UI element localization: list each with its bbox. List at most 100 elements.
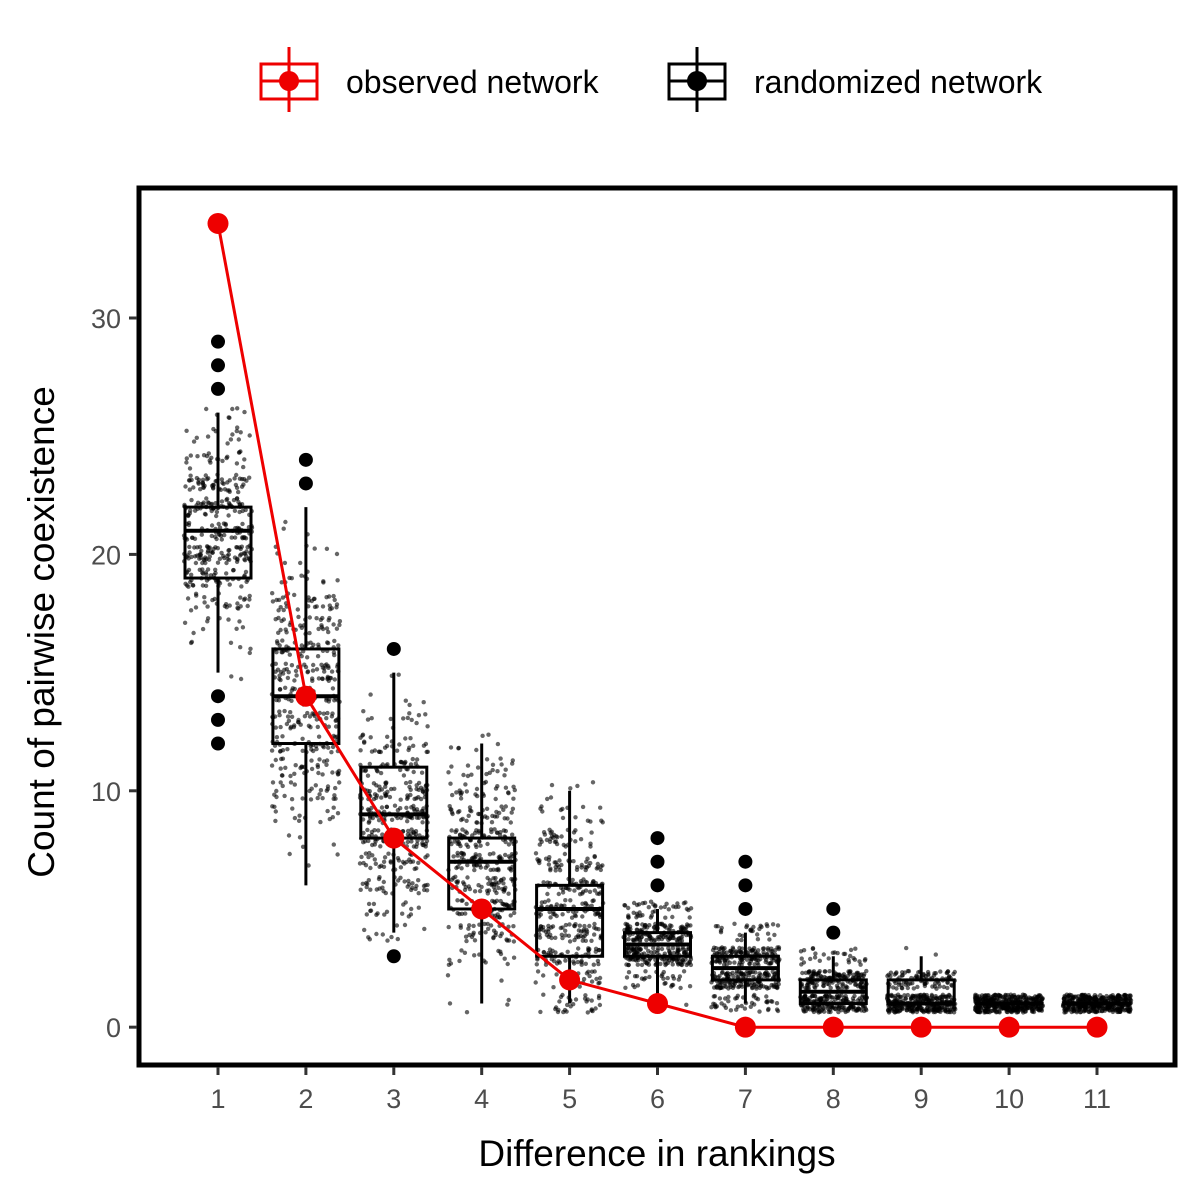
- jitter-point: [398, 797, 403, 802]
- jitter-point: [466, 813, 471, 818]
- jitter-point: [1039, 997, 1045, 1002]
- jitter-point: [502, 956, 507, 961]
- jitter-point: [289, 714, 295, 719]
- x-axis-title: Difference in rankings: [478, 1133, 835, 1174]
- jitter-point: [503, 804, 508, 809]
- jitter-point: [226, 513, 231, 518]
- jitter-point: [247, 597, 252, 602]
- jitter-point: [541, 992, 546, 997]
- jitter-point: [646, 962, 652, 967]
- jitter-point: [670, 914, 675, 920]
- jitter-point: [599, 818, 604, 823]
- jitter-point: [203, 583, 209, 588]
- jitter-point: [590, 780, 596, 785]
- box-outlier: [826, 925, 841, 940]
- jitter-point: [238, 676, 244, 682]
- jitter-point: [368, 908, 374, 913]
- jitter-point: [296, 614, 301, 620]
- jitter-point: [224, 560, 229, 566]
- jitter-point: [388, 860, 394, 865]
- jitter-point: [651, 945, 656, 951]
- jitter-point: [1012, 994, 1017, 1000]
- jitter-point: [214, 513, 219, 519]
- jitter-point: [273, 661, 278, 666]
- jitter-point: [243, 569, 249, 575]
- jitter-point: [454, 790, 459, 795]
- y-tick-label: 30: [91, 304, 121, 334]
- jitter-point: [587, 973, 592, 979]
- jitter-point: [916, 970, 921, 975]
- jitter-point: [227, 603, 232, 608]
- jitter-point: [735, 1004, 740, 1009]
- jitter-point: [626, 970, 632, 975]
- jitter-point: [594, 976, 599, 982]
- jitter-point: [316, 734, 322, 739]
- jitter-point: [204, 406, 209, 412]
- jitter-point: [194, 435, 199, 440]
- jitter-point: [372, 842, 377, 847]
- jitter-point: [567, 922, 572, 927]
- jitter-point: [511, 796, 516, 801]
- jitter-point: [582, 923, 587, 929]
- jitter-point: [280, 756, 286, 761]
- jitter-point: [243, 536, 249, 541]
- jitter-point: [982, 1010, 987, 1015]
- jitter-point: [389, 934, 394, 940]
- jitter-point: [589, 979, 595, 984]
- box-outlier: [650, 878, 665, 893]
- jitter-point: [366, 808, 372, 813]
- jitter-point: [579, 862, 584, 868]
- jitter-point: [219, 499, 225, 504]
- jitter-point: [549, 782, 555, 788]
- jitter-point: [414, 783, 419, 788]
- jitter-point: [559, 932, 564, 937]
- jitter-point: [366, 878, 371, 883]
- jitter-point: [247, 433, 252, 438]
- jitter-point: [748, 1004, 753, 1009]
- jitter-point: [307, 615, 312, 620]
- jitter-point: [388, 716, 393, 722]
- box-outlier: [211, 358, 225, 373]
- jitter-point: [541, 950, 547, 955]
- jitter-point: [502, 902, 507, 908]
- jitter-point: [933, 952, 938, 957]
- jitter-point: [932, 984, 938, 989]
- jitter-point: [544, 932, 550, 938]
- jitter-point: [380, 885, 385, 890]
- jitter-point: [408, 779, 413, 785]
- jitter-point: [213, 534, 218, 539]
- jitter-point: [1066, 1006, 1071, 1012]
- jitter-point: [546, 929, 551, 934]
- jitter-point: [908, 981, 913, 986]
- jitter-point: [915, 1007, 920, 1012]
- jitter-point: [578, 933, 584, 939]
- jitter-point: [592, 921, 597, 927]
- jitter-point: [205, 619, 210, 624]
- jitter-point: [379, 805, 385, 810]
- jitter-point: [904, 1008, 909, 1013]
- jitter-point: [367, 850, 372, 856]
- jitter-point: [823, 992, 829, 998]
- jitter-point: [589, 903, 594, 908]
- jitter-point: [465, 844, 471, 849]
- jitter-point: [228, 640, 234, 645]
- jitter-point: [293, 668, 299, 674]
- jitter-point: [626, 913, 631, 918]
- jitter-point: [300, 748, 305, 753]
- jitter-point: [384, 804, 390, 810]
- jitter-point: [843, 1009, 848, 1015]
- jitter-point: [547, 839, 553, 844]
- jitter-point: [282, 708, 287, 714]
- jitter-point: [644, 937, 649, 943]
- jitter-point: [272, 804, 277, 809]
- jitter-point: [366, 901, 372, 907]
- jitter-point: [423, 712, 428, 717]
- jitter-point: [586, 951, 591, 956]
- jitter-point: [191, 485, 196, 490]
- jitter-point: [190, 535, 195, 540]
- jitter-point: [634, 937, 640, 942]
- jitter-point: [425, 724, 430, 729]
- jitter-point: [646, 933, 652, 939]
- jitter-point: [235, 545, 240, 550]
- jitter-point: [676, 936, 681, 941]
